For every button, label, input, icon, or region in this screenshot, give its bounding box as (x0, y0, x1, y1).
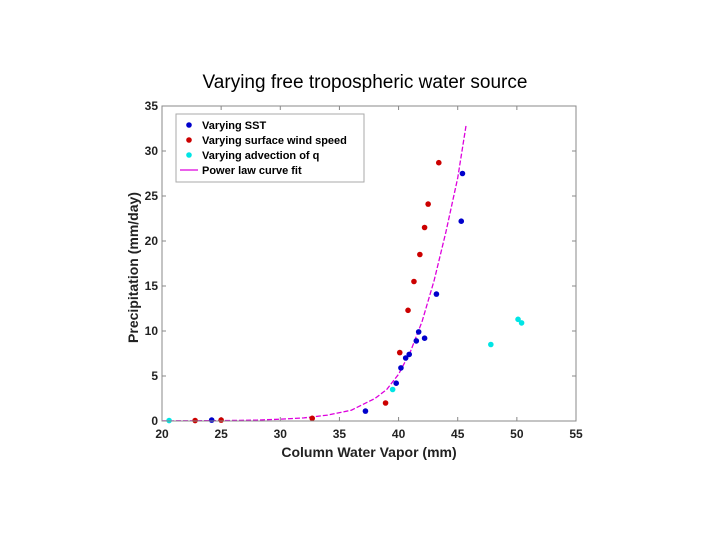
plot-frame (161, 105, 577, 422)
data-point (515, 316, 521, 323)
data-point (405, 307, 411, 314)
legend: Varying SST Varying surface wind speed Var… (175, 113, 365, 183)
legend-label: Varying advection of q (202, 150, 319, 162)
data-point (421, 335, 428, 342)
legend-swatch-dot (186, 122, 192, 128)
x-tick-label: 30 (274, 427, 288, 441)
data-point (425, 201, 431, 207)
y-tick-label: 35 (145, 99, 159, 113)
data-point (417, 251, 423, 258)
data-point (393, 380, 400, 387)
data-point (488, 341, 494, 348)
y-tick-label: 20 (145, 234, 159, 248)
data-point (411, 278, 417, 285)
data-point (398, 365, 404, 371)
power-law-curve (161, 125, 467, 422)
x-tick-label: 35 (333, 427, 347, 441)
curve-layer (161, 125, 467, 422)
x-tick-label: 45 (451, 427, 465, 441)
data-point (459, 170, 466, 177)
data-point (433, 291, 440, 297)
legend-swatch-dot (186, 137, 192, 143)
x-tick-label: 25 (214, 427, 228, 441)
y-tick-label: 0 (151, 414, 158, 428)
y-tick-label: 30 (145, 144, 159, 158)
tick-layer: 20 25 30 35 40 45 50 55 0 5 10 15 20 25 30 35 (145, 99, 583, 441)
data-point (382, 400, 389, 406)
y-tick-label: 5 (151, 369, 158, 383)
data-point (435, 159, 442, 166)
legend-label: Power law curve fit (202, 165, 302, 177)
point-layer (166, 159, 525, 424)
data-point (518, 320, 525, 326)
y-tick-label: 25 (145, 189, 159, 203)
data-point (415, 329, 422, 335)
legend-box (175, 113, 365, 183)
legend-label: Varying SST (202, 120, 266, 132)
data-point (362, 408, 369, 414)
legend-swatch-dot (186, 152, 192, 158)
data-point (458, 218, 465, 224)
chart-title: Varying free tropospheric water source (202, 72, 528, 93)
legend-label: Varying surface wind speed (202, 135, 347, 147)
data-point (402, 355, 409, 361)
x-tick-label: 40 (392, 427, 406, 441)
x-tick-label: 50 (510, 427, 524, 441)
x-axis-label: Column Water Vapor (mm) (281, 444, 456, 460)
data-point (396, 349, 403, 356)
data-point (218, 417, 224, 423)
x-tick-label: 55 (569, 427, 583, 441)
x-tick-label: 20 (155, 427, 169, 441)
y-axis-label: Precipitation (mm/day) (125, 192, 141, 343)
y-tick-label: 15 (145, 279, 159, 293)
data-point (389, 386, 396, 393)
data-point (406, 351, 413, 358)
data-point (309, 415, 316, 422)
data-point (413, 338, 420, 344)
data-point (208, 417, 215, 423)
y-tick-label: 10 (145, 324, 159, 338)
data-point (421, 224, 428, 231)
